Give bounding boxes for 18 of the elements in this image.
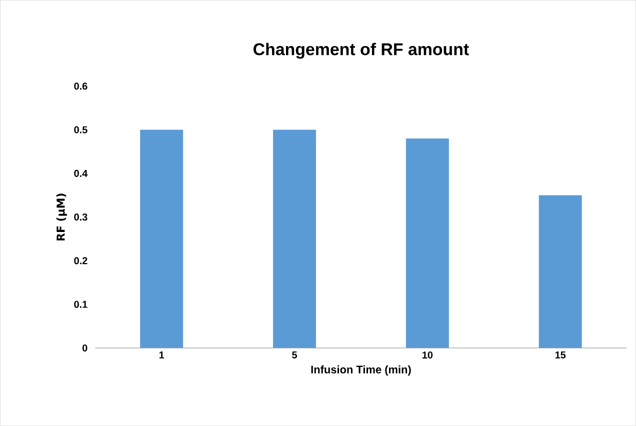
- bar: [406, 138, 449, 348]
- bar: [140, 130, 184, 348]
- x-tick-label: 1: [159, 351, 164, 358]
- y-axis-title: RF (μM): [56, 194, 67, 240]
- x-tick-label: 5: [292, 351, 298, 358]
- bar: [538, 195, 582, 348]
- y-tick-label: 0.1: [74, 300, 88, 308]
- y-tick-label: 0.2: [74, 257, 88, 264]
- x-axis-title: Infusion Time (min): [311, 365, 411, 376]
- y-tick-label: 0.4: [74, 170, 88, 177]
- y-tick-label: 0: [82, 344, 88, 352]
- y-tick-label: 0.6: [74, 82, 88, 90]
- bar: [273, 130, 316, 348]
- chart-title: Changement of RF amount: [254, 42, 469, 59]
- x-tick-label: 10: [422, 351, 433, 358]
- x-tick-label: 15: [555, 351, 566, 358]
- y-tick-label: 0.5: [74, 126, 88, 134]
- y-tick-label: 0.3: [74, 213, 88, 221]
